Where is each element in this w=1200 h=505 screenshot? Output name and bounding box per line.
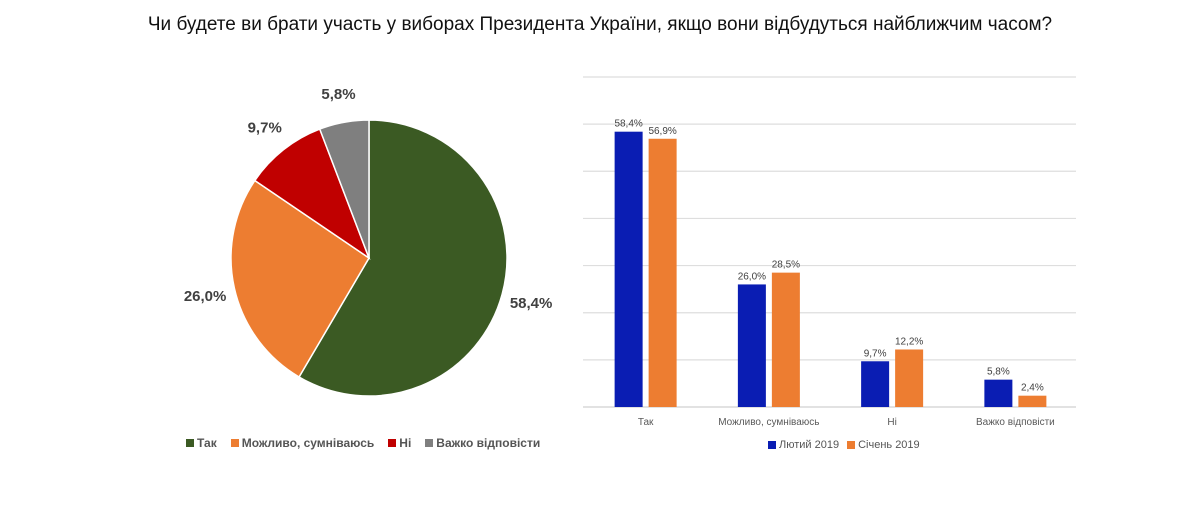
bar — [1018, 395, 1047, 407]
bar — [861, 361, 890, 407]
page-title: Чи будете ви брати участь у виборах През… — [147, 14, 1053, 35]
legend-swatch — [847, 441, 856, 449]
legend-label: Так — [197, 436, 217, 450]
bar — [648, 138, 677, 407]
pie-slice — [318, 119, 370, 259]
x-tick-label: Так — [638, 417, 654, 428]
legend-swatch — [425, 439, 434, 447]
pie-data-label: 9,7% — [248, 119, 282, 136]
bar-legend: Лютий 2019 Січень 2019 — [768, 439, 928, 451]
bar-data-label: 56,9% — [648, 126, 676, 137]
x-tick-label: Ні — [887, 417, 896, 428]
pie-legend-item: Ні — [388, 436, 411, 450]
legend-label: Ні — [399, 436, 412, 450]
pie-slice — [298, 119, 508, 397]
pie-data-label: 58,4% — [510, 295, 553, 312]
legend-swatch — [768, 441, 776, 449]
pie-data-label: 5,8% — [321, 86, 355, 103]
x-tick-label: Важко відповісти — [976, 417, 1055, 428]
pie-data-label: 26,0% — [184, 288, 227, 305]
bar-data-label: 58,4% — [614, 119, 642, 130]
pie-slice — [230, 179, 371, 378]
bar — [614, 131, 643, 407]
bar-data-label: 12,2% — [895, 336, 923, 347]
pie-legend: Так Можливо, сумніваюсь Ні Важко відпові… — [186, 436, 554, 450]
bar-legend-item: Січень 2019 — [847, 439, 920, 451]
x-tick-label: Можливо, сумніваюсь — [718, 417, 819, 428]
legend-label: Можливо, сумніваюсь — [241, 436, 375, 450]
bar — [895, 349, 924, 407]
bar-data-label: 9,7% — [864, 348, 887, 359]
pie-legend-item: Можливо, сумніваюсь — [230, 436, 375, 450]
legend-swatch — [230, 439, 239, 447]
bar-data-label: 28,5% — [772, 260, 800, 271]
legend-swatch — [388, 439, 397, 447]
legend-label: Січень 2019 — [858, 439, 920, 451]
bar — [771, 272, 800, 407]
legend-label: Лютий 2019 — [779, 439, 840, 451]
bar-data-label: 2,4% — [1021, 383, 1044, 394]
legend-swatch — [186, 439, 194, 447]
bar — [984, 379, 1013, 407]
pie-legend-item: Так — [186, 436, 217, 450]
pie-legend-item: Важко відповісти — [425, 436, 540, 450]
pie-slice — [253, 128, 371, 260]
bar — [737, 284, 766, 407]
bar-data-label: 5,8% — [987, 367, 1010, 378]
bar-data-label: 26,0% — [738, 271, 766, 282]
bar-legend-item: Лютий 2019 — [768, 439, 839, 451]
legend-label: Важко відповісти — [436, 436, 541, 450]
